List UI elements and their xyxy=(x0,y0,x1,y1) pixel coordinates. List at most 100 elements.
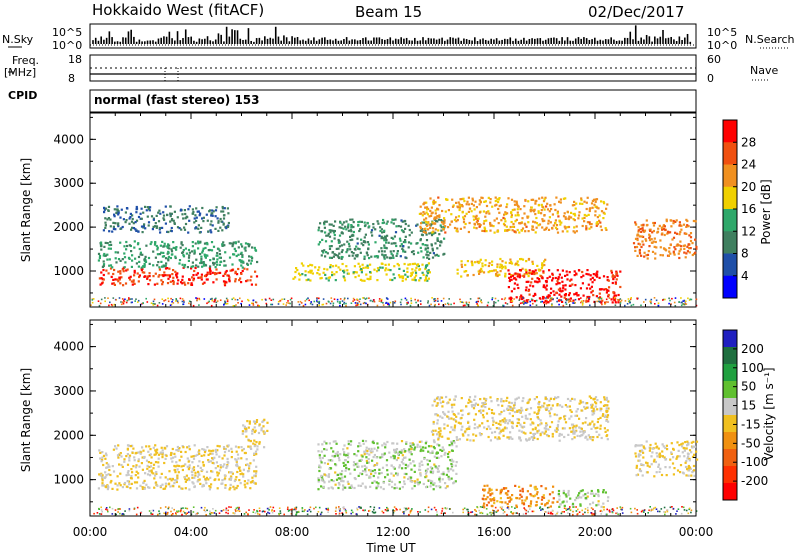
echo-pixel xyxy=(384,267,388,270)
echo-pixel xyxy=(516,272,519,275)
echo-pixel xyxy=(590,223,593,226)
echo-pixel xyxy=(375,255,378,258)
echo-pixel xyxy=(509,296,512,299)
echo-pixel xyxy=(447,410,450,413)
echo-pixel xyxy=(507,269,510,272)
echo-pixel xyxy=(357,224,360,227)
echo-pixel xyxy=(594,198,597,201)
echo-pixel xyxy=(495,203,498,206)
echo-pixel xyxy=(643,255,646,258)
echo-pixel xyxy=(218,253,222,256)
echo-pixel xyxy=(691,253,694,257)
echo-pixel xyxy=(216,263,219,266)
echo-pixel xyxy=(485,398,488,401)
echo-pixel xyxy=(557,282,560,285)
echo-pixel xyxy=(501,260,504,263)
echo-pixel xyxy=(342,461,345,465)
echo-pixel xyxy=(91,299,94,301)
echo-pixel xyxy=(496,438,499,441)
echo-pixel xyxy=(338,245,342,248)
echo-pixel xyxy=(588,221,591,224)
echo-pixel xyxy=(177,464,180,468)
echo-pixel xyxy=(380,262,383,265)
echo-pixel xyxy=(152,250,155,253)
echo-pixel xyxy=(395,254,398,257)
echo-pixel xyxy=(579,202,582,205)
echo-pixel xyxy=(318,464,321,467)
echo-pixel xyxy=(542,271,545,274)
echo-pixel xyxy=(108,264,111,267)
echo-pixel xyxy=(668,302,670,305)
echo-pixel xyxy=(528,413,531,416)
echo-pixel xyxy=(509,275,513,278)
echo-pixel xyxy=(567,225,571,229)
echo-pixel xyxy=(248,420,251,423)
echo-pixel xyxy=(237,253,240,256)
echo-pixel xyxy=(685,300,687,303)
echo-pixel xyxy=(341,479,344,482)
echo-pixel xyxy=(209,272,212,275)
echo-pixel xyxy=(110,243,113,246)
echo-pixel xyxy=(282,303,285,305)
echo-pixel xyxy=(614,294,618,297)
echo-pixel xyxy=(404,241,407,244)
echo-pixel xyxy=(270,303,272,306)
echo-pixel xyxy=(442,297,445,300)
echo-pixel xyxy=(219,226,222,229)
echo-pixel xyxy=(320,474,323,477)
echo-pixel xyxy=(472,439,475,442)
echo-pixel xyxy=(388,303,390,306)
echo-pixel xyxy=(517,214,520,217)
echo-pixel xyxy=(489,498,492,501)
echo-pixel xyxy=(542,200,546,203)
echo-pixel xyxy=(116,205,119,208)
echo-pixel xyxy=(222,465,225,468)
echo-pixel xyxy=(547,219,550,222)
echo-pixel xyxy=(511,208,514,212)
echo-pixel xyxy=(126,471,129,474)
echo-pixel xyxy=(92,298,95,300)
echo-pixel xyxy=(110,303,113,306)
echo-pixel xyxy=(363,301,366,304)
echo-pixel xyxy=(467,230,470,234)
echo-pixel xyxy=(385,239,388,242)
echo-pixel xyxy=(209,486,212,489)
echo-pixel xyxy=(142,449,145,452)
echo-pixel xyxy=(377,269,380,272)
echo-pixel xyxy=(482,271,486,274)
echo-pixel xyxy=(540,498,544,501)
echo-pixel xyxy=(399,245,402,248)
echo-pixel xyxy=(591,403,594,406)
echo-pixel xyxy=(670,225,673,228)
echo-pixel xyxy=(408,448,411,451)
echo-pixel xyxy=(413,276,416,279)
echo-pixel xyxy=(398,481,401,484)
echo-pixel xyxy=(606,416,609,419)
echo-pixel xyxy=(165,454,168,457)
echo-pixel xyxy=(614,300,617,302)
echo-pixel xyxy=(440,241,443,244)
echo-pixel xyxy=(518,437,521,440)
echo-pixel xyxy=(409,451,412,454)
echo-pixel xyxy=(435,466,438,469)
echo-pixel xyxy=(389,278,392,281)
echo-pixel xyxy=(663,247,666,251)
echo-pixel xyxy=(515,296,518,299)
echo-pixel xyxy=(210,483,213,486)
echo-pixel xyxy=(500,219,503,222)
echo-pixel xyxy=(450,458,454,461)
echo-pixel xyxy=(511,300,514,302)
echo-region xyxy=(456,257,547,278)
echo-pixel xyxy=(406,267,409,270)
echo-pixel xyxy=(211,212,214,215)
echo-pixel xyxy=(448,451,451,454)
echo-pixel xyxy=(444,303,447,305)
echo-pixel xyxy=(527,257,531,261)
echo-pixel xyxy=(346,480,349,483)
date-title: 02/Dec/2017 xyxy=(588,3,684,21)
echo-pixel xyxy=(246,262,249,265)
echo-pixel xyxy=(197,227,200,230)
echo-pixel xyxy=(240,472,244,475)
echo-pixel xyxy=(151,228,154,231)
echo-pixel xyxy=(510,300,512,302)
